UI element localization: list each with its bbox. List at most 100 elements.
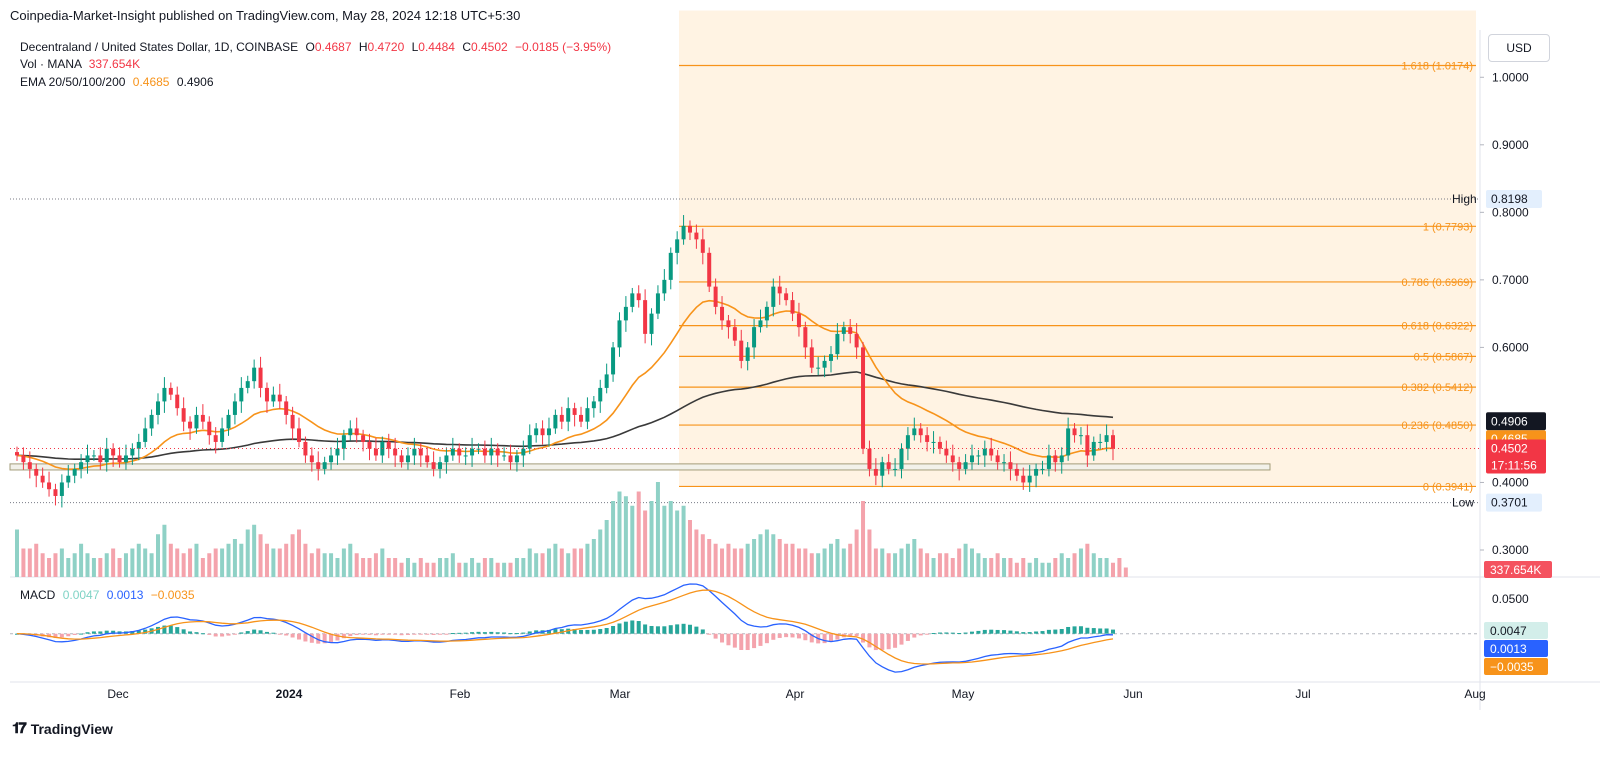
volume-bar [463,562,468,577]
candle-body [777,286,782,294]
macd-hist-bar [732,633,737,648]
candle-body [457,448,462,456]
candle-body [341,435,346,449]
macd-hist-bar [809,633,814,643]
candle-body [784,293,789,301]
macd-hist-bar [91,631,96,634]
candle-body [1091,441,1096,456]
time-axis-label: 2024 [276,687,303,701]
candle-body [553,414,558,429]
candle-body [655,293,660,314]
macd-hist-bar [1008,630,1013,634]
candle-body [194,414,199,429]
macd-hist-bar [662,626,667,634]
volume-bar [188,548,193,577]
high-marker-value-bg [1486,189,1542,208]
volume-bar [431,562,436,577]
volume-bar [329,553,334,577]
candle-body [181,408,186,422]
low-label: L [411,40,419,54]
candle-body [1046,455,1051,469]
candle-body [950,455,955,463]
volume-bar [893,553,898,577]
macd-hist-bar [918,633,923,636]
macd-hist-bar [168,625,173,634]
ema-short-value: 0.4685 [132,75,170,89]
volume-bar [957,548,962,577]
candle-body [1034,468,1039,476]
candle-body [239,387,244,402]
volume-bar [841,548,846,577]
candle-body [854,333,859,348]
macd-hist-bar [668,625,673,634]
fib-label-5: 0.382 (0.5412) [1401,382,1473,394]
candle-body [348,428,353,436]
macd-hist-bar [418,633,423,635]
candle-body [258,367,263,388]
volume-bar [700,534,705,577]
macd-hist-bar [59,633,64,638]
open-value: 0.4687 [314,40,352,54]
macd-hist-bar [393,633,398,635]
volume-bar [104,553,109,577]
macd-hist-bar [1040,631,1045,634]
volume-bar [418,558,423,577]
macd-label: MACD [20,588,56,602]
volume-bar [546,548,551,577]
macd-hist-bar [534,630,539,634]
candle-body [405,455,410,463]
macd-hist-bar [630,620,635,634]
macd-hist-bar [341,633,346,639]
volume-bar [59,548,64,577]
macd-hist-bar [181,629,186,634]
macd-hist-bar [1027,632,1032,634]
candle-body [271,394,276,402]
macd-hist-bar [944,632,949,634]
volume-badge: 337.654K [1490,563,1541,577]
volume-bar [649,501,654,577]
candle-body [758,320,763,328]
macd-hist-bar [886,633,891,650]
macd-hist-bar [835,633,840,640]
volume-bar [796,548,801,577]
macd-hist-bar [880,633,885,650]
candle-body [604,374,609,388]
time-axis-label: Jun [1123,687,1142,701]
volume-bar [207,553,212,577]
volume-bar [771,534,776,577]
volume-bar [848,543,853,577]
candle-body [104,448,109,463]
volume-bar [880,548,885,577]
candle-body [694,232,699,240]
volume-bar [130,548,135,577]
close-label: C [462,40,471,54]
price-chart[interactable]: 1.618 (1.0174) 1 (0.7793) 0.786 (0.6969) 0.… [0,0,1600,710]
volume-bar [1111,562,1115,577]
volume-bar [277,548,282,577]
volume-bar [258,534,263,577]
macd-hist-bar [745,633,750,651]
macd-hist-bar [514,633,519,635]
candle-body [957,462,962,469]
volume-bar [566,553,571,577]
macd-hist-bar [585,629,590,634]
candle-body [803,327,808,348]
candle-body [284,401,289,415]
candle-body [681,225,686,240]
price-tick-label: 0.7000 [1492,273,1529,287]
currency-button[interactable]: USD [1488,34,1550,62]
macd-hist-bar [937,632,942,634]
volume-bar [162,524,167,577]
candle-body [15,452,19,456]
change-value: −0.0185 (−3.95%) [515,40,612,54]
candle-body [687,225,692,233]
price-tick-label: 0.9000 [1492,138,1529,152]
candle-body [162,387,167,402]
candle-body [912,428,917,436]
candle-body [867,448,872,469]
macd-hist-bar [1046,629,1051,634]
volume-bar [598,529,603,577]
candle-body [450,448,455,456]
time-axis-label: Aug [1464,687,1485,701]
macd-hist-bar [322,633,327,644]
